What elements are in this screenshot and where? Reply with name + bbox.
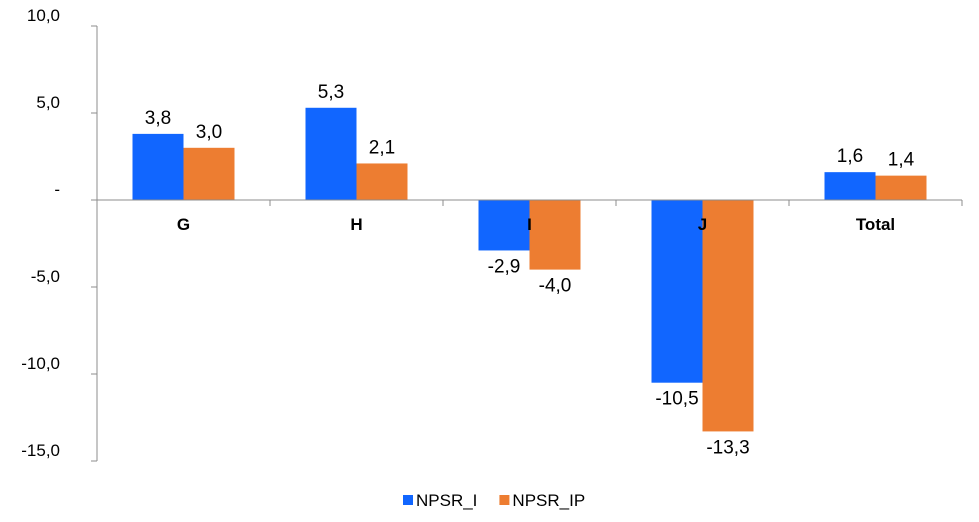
data-label: 2,1 — [369, 137, 395, 158]
bar-npsr-ip-h — [356, 163, 408, 200]
legend-swatch — [499, 495, 510, 505]
bar-npsr-i-j — [651, 200, 703, 383]
category-label: Total — [856, 215, 895, 234]
y-tick-label: 10,0 — [27, 6, 60, 25]
bar-npsr-i-total — [824, 172, 876, 200]
y-tick-label: - — [54, 180, 60, 199]
bar-npsr-ip-i — [529, 200, 581, 270]
data-label: -2,9 — [488, 256, 521, 277]
data-label: 5,3 — [318, 82, 344, 103]
category-label: I — [527, 215, 532, 234]
legend-swatch — [403, 495, 413, 505]
category-labels: G H I J Total — [177, 215, 895, 234]
bar-npsr-i-i — [478, 200, 530, 251]
data-label: 3,0 — [196, 122, 222, 143]
data-label: -13,3 — [706, 437, 749, 458]
y-tick-label: -10,0 — [21, 354, 60, 373]
bar-npsr-ip-j — [702, 200, 754, 432]
legend: NPSR_I NPSR_IP — [403, 491, 585, 510]
y-tick-label: 5,0 — [36, 93, 60, 112]
data-labels: 3,8 3,0 5,3 2,1 -2,9 -4,0 -10,5 -13,3 1,6 1,4 — [145, 82, 915, 459]
category-label: G — [177, 215, 190, 234]
bar-npsr-i-h — [305, 107, 357, 200]
y-tick-label: -15,0 — [21, 441, 60, 460]
bar-npsr-i-g — [132, 133, 184, 200]
x-axis — [96, 199, 963, 206]
legend-label: NPSR_I — [416, 491, 477, 510]
legend-label: NPSR_IP — [512, 491, 585, 510]
bar-npsr-ip-g — [183, 147, 235, 200]
data-label: -4,0 — [539, 276, 572, 297]
category-label: H — [350, 215, 362, 234]
data-label: -10,5 — [655, 389, 698, 410]
category-label: J — [698, 215, 707, 234]
y-tick-label: -5,0 — [31, 267, 60, 286]
data-label: 1,4 — [888, 150, 915, 171]
bar-npsr-ip-total — [875, 175, 927, 200]
bars — [132, 107, 927, 432]
data-label: 1,6 — [837, 146, 863, 167]
data-label: 3,8 — [145, 108, 171, 129]
y-axis: 10,0 5,0 - -5,0 -10,0 -15,0 — [21, 6, 98, 462]
